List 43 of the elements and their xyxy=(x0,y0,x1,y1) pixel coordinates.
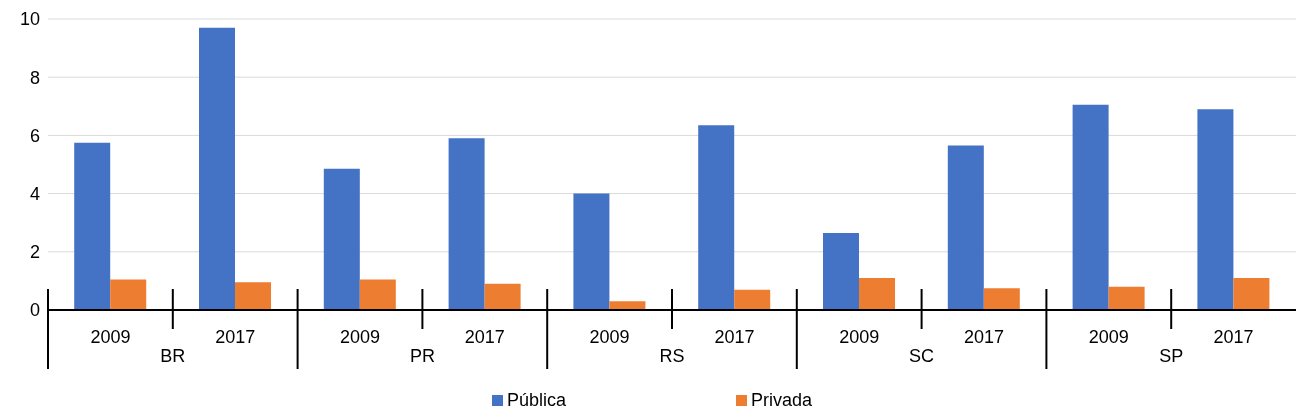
text: BR xyxy=(160,346,186,366)
bar xyxy=(484,283,521,310)
bar xyxy=(110,279,147,310)
bar xyxy=(983,288,1020,310)
y-tick-label: 10 xyxy=(19,9,40,30)
x-tick-label: 2017 xyxy=(464,326,505,347)
x-tick-label: 2009 xyxy=(1088,326,1129,347)
bar xyxy=(1197,109,1234,310)
legend-label: Privada xyxy=(751,390,813,411)
text: SC xyxy=(909,346,935,366)
bar xyxy=(573,193,610,310)
bar xyxy=(698,125,735,310)
bar xyxy=(859,277,896,310)
y-tick-label: 8 xyxy=(29,67,40,88)
bar xyxy=(74,142,111,310)
bar xyxy=(823,232,860,310)
x-tick-label: 2009 xyxy=(339,326,381,347)
legend-label: Pública xyxy=(506,390,566,411)
text: PR xyxy=(409,346,435,366)
text: SP xyxy=(1159,346,1184,366)
x-tick-label: 2017 xyxy=(215,326,256,347)
text: RS xyxy=(659,346,685,366)
x-tick-label: 2009 xyxy=(839,326,880,347)
x-tick-label: 2017 xyxy=(714,326,755,347)
bar xyxy=(323,168,360,310)
x-tick-label: 2017 xyxy=(1213,326,1254,347)
y-tick-label: 2 xyxy=(29,242,40,263)
x-tick-label: 2017 xyxy=(963,326,1005,347)
y-tick-label: 4 xyxy=(29,183,40,204)
y-tick-label: 0 xyxy=(29,300,40,321)
bar xyxy=(947,145,984,310)
bar xyxy=(1233,277,1270,310)
bar xyxy=(448,138,485,310)
bar xyxy=(1072,104,1109,310)
bar xyxy=(359,279,396,310)
bar xyxy=(734,289,771,310)
x-tick-label: 2009 xyxy=(90,326,131,347)
y-tick-label: 6 xyxy=(29,125,40,146)
bar xyxy=(609,301,646,310)
bar xyxy=(199,27,236,310)
x-tick-label: 2009 xyxy=(589,326,630,347)
bar xyxy=(235,282,272,310)
bar xyxy=(1108,286,1145,310)
